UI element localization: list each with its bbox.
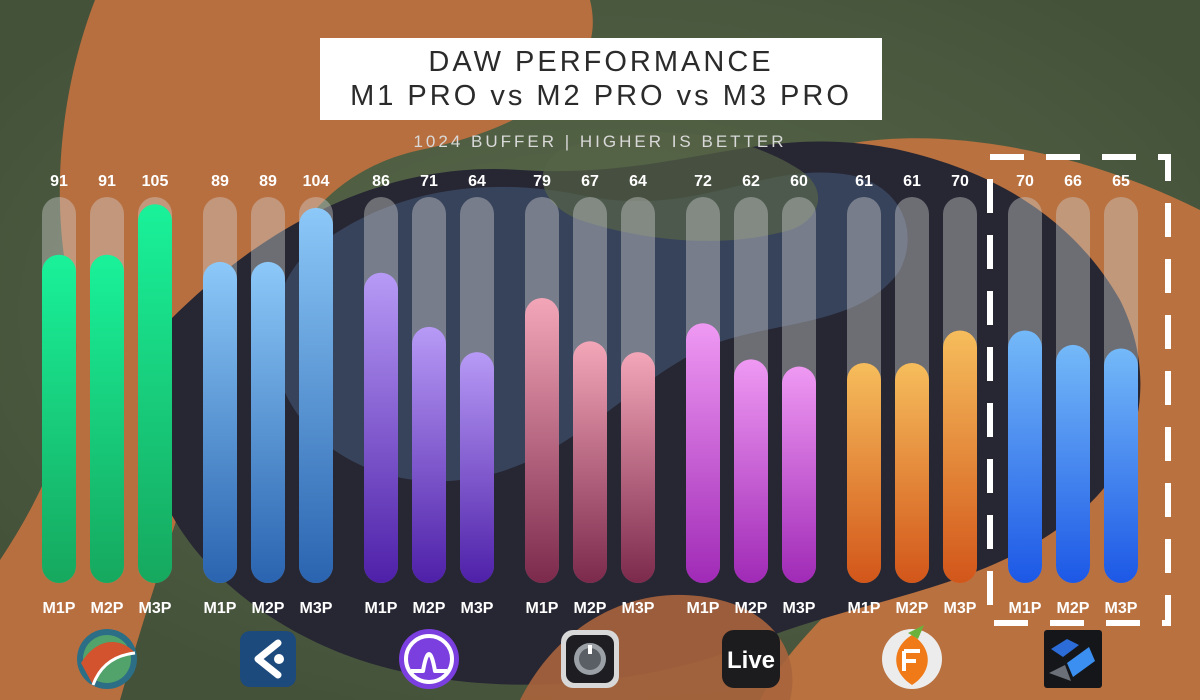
bar-group-5: 72 M1P 62 M2P 60 M3P	[686, 173, 816, 617]
data-label: 64	[468, 173, 486, 190]
bar-m3p	[782, 366, 816, 583]
category-label: M2P	[252, 600, 285, 617]
bar-m1p	[525, 298, 559, 583]
bar-m2p	[734, 359, 768, 583]
category-label: M1P	[1009, 600, 1042, 617]
bar-m3p	[460, 352, 494, 583]
bar-m3p	[943, 330, 977, 583]
category-label: M1P	[43, 600, 76, 617]
ableton-live-logo-icon: Live	[722, 630, 780, 688]
title-box: DAW PERFORMANCE M1 PRO vs M2 PRO vs M3 P…	[320, 38, 882, 120]
bar-m2p	[1056, 344, 1090, 583]
chart-title-line-1: DAW PERFORMANCE	[428, 46, 774, 78]
data-label: 62	[742, 173, 760, 190]
data-label: 105	[142, 173, 169, 190]
daw-logo-row: Live	[77, 625, 1102, 689]
data-label: 72	[694, 173, 712, 190]
data-label: 65	[1112, 173, 1130, 190]
category-label: M3P	[944, 600, 977, 617]
category-label: M3P	[783, 600, 816, 617]
category-label: M1P	[848, 600, 881, 617]
bar-m1p	[1008, 330, 1042, 583]
data-label: 104	[303, 173, 330, 190]
bar-m3p	[138, 204, 172, 583]
cubase-logo-icon	[240, 631, 296, 687]
data-label: 64	[629, 173, 647, 190]
bar-group-1: 91 M1P 91 M2P 105 M3P	[42, 173, 172, 617]
data-label: 67	[581, 173, 599, 190]
category-label: M2P	[91, 600, 124, 617]
bar-m3p	[621, 352, 655, 583]
data-label: 91	[50, 173, 68, 190]
data-label: 71	[420, 173, 438, 190]
ableton-live-label: Live	[727, 647, 775, 674]
chart-title-line-2: M1 PRO vs M2 PRO vs M3 PRO	[350, 80, 852, 112]
category-label: M2P	[1057, 600, 1090, 617]
data-label: 89	[211, 173, 229, 190]
pro-tools-logo-icon	[399, 629, 459, 689]
data-label: 70	[1016, 173, 1034, 190]
category-label: M3P	[461, 600, 494, 617]
highlight-frame	[987, 154, 1171, 626]
data-label: 61	[855, 173, 873, 190]
data-label: 86	[372, 173, 390, 190]
data-label: 66	[1064, 173, 1082, 190]
data-label: 60	[790, 173, 808, 190]
reaper-logo-icon	[77, 629, 137, 689]
bar-m3p	[1104, 348, 1138, 583]
data-label: 79	[533, 173, 551, 190]
category-label: M1P	[526, 600, 559, 617]
bar-m1p	[364, 272, 398, 583]
bar-group-3: 86 M1P 71 M2P 64 M3P	[364, 173, 494, 617]
bar-m3p	[299, 207, 333, 583]
category-label: M3P	[622, 600, 655, 617]
bar-m1p	[42, 254, 76, 584]
category-label: M3P	[300, 600, 333, 617]
bar-m1p	[847, 362, 881, 583]
category-label: M1P	[204, 600, 237, 617]
bar-m1p	[686, 323, 720, 583]
bar-chart: 91 M1P 91 M2P 105 M3P 89 M1P 89 M2P 104 M3P 86 M1P 71 M…	[42, 154, 1171, 626]
fl-studio-logo-icon	[882, 625, 942, 689]
bar-m1p	[203, 261, 237, 583]
category-label: M2P	[574, 600, 607, 617]
bar-m2p	[90, 254, 124, 584]
category-label: M1P	[365, 600, 398, 617]
category-label: M2P	[896, 600, 929, 617]
logic-pro-logo-icon	[561, 630, 619, 688]
category-label: M3P	[1105, 600, 1138, 617]
bar-m2p	[412, 326, 446, 583]
bar-m2p	[251, 261, 285, 583]
bar-group-7: 70 M1P 66 M2P 65 M3P	[1008, 173, 1138, 617]
bar-m2p	[895, 362, 929, 583]
bar-group-2: 89 M1P 89 M2P 104 M3P	[203, 173, 333, 617]
bar-m2p	[573, 341, 607, 583]
bar-group-6: 61 M1P 61 M2P 70 M3P	[847, 173, 977, 617]
bitwig-logo-icon	[1044, 630, 1102, 688]
bar-group-4: 79 M1P 67 M2P 64 M3P	[525, 173, 655, 617]
data-label: 70	[951, 173, 969, 190]
data-label: 61	[903, 173, 921, 190]
category-label: M3P	[139, 600, 172, 617]
category-label: M2P	[735, 600, 768, 617]
chart-subtitle: 1024 BUFFER | HIGHER IS BETTER	[413, 132, 787, 151]
data-label: 91	[98, 173, 116, 190]
data-label: 89	[259, 173, 277, 190]
category-label: M2P	[413, 600, 446, 617]
category-label: M1P	[687, 600, 720, 617]
